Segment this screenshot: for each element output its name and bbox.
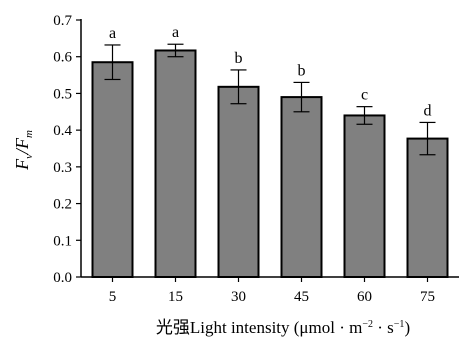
- bar: [280, 96, 323, 278]
- bar: [217, 85, 260, 278]
- y-axis-ticks: 0.0 0.1 0.2 0.3 0.4 0.5 0.6 0.7: [53, 13, 81, 286]
- y-axis-title: Fv/Fm: [12, 130, 35, 171]
- x-tick-label: 45: [294, 289, 309, 305]
- significance-label: a: [172, 24, 179, 41]
- x-tick-label: 75: [420, 289, 435, 305]
- axes: [80, 19, 459, 278]
- bar-series: [91, 49, 449, 279]
- significance-label: b: [235, 50, 243, 67]
- y-tick-label: 0.0: [53, 270, 72, 286]
- y-tick-label: 0.7: [53, 13, 72, 29]
- y-tick-label: 0.5: [53, 86, 72, 102]
- bar: [154, 49, 197, 279]
- error-bar: [419, 121, 436, 156]
- error-bar: [230, 69, 247, 105]
- significance-label: d: [424, 102, 432, 119]
- error-bar-series: [104, 43, 436, 156]
- y-tick-label: 0.2: [53, 197, 72, 213]
- x-tick-label: 15: [168, 289, 183, 305]
- error-bar: [104, 44, 121, 81]
- x-tick-label: 60: [357, 289, 372, 305]
- significance-labels: a a b b c d: [109, 24, 432, 119]
- x-axis-title: 光强Light intensity (μmol · m−2 · s−1): [156, 318, 410, 337]
- x-tick-label: 30: [231, 289, 246, 305]
- significance-label: a: [109, 25, 116, 42]
- y-tick-label: 0.3: [53, 160, 72, 176]
- y-tick-label: 0.1: [53, 233, 72, 249]
- x-tick-label: 5: [109, 289, 117, 305]
- error-bar: [293, 81, 310, 113]
- y-tick-label: 0.6: [53, 50, 72, 66]
- significance-label: b: [298, 62, 306, 79]
- bar: [406, 137, 449, 278]
- x-axis-ticks: 5 15 30 45 60 75: [109, 277, 435, 305]
- bar: [343, 114, 386, 279]
- bar: [91, 61, 134, 278]
- error-bar: [356, 106, 373, 125]
- y-tick-label: 0.4: [53, 123, 72, 139]
- significance-label: c: [361, 87, 368, 104]
- error-bar: [167, 43, 184, 58]
